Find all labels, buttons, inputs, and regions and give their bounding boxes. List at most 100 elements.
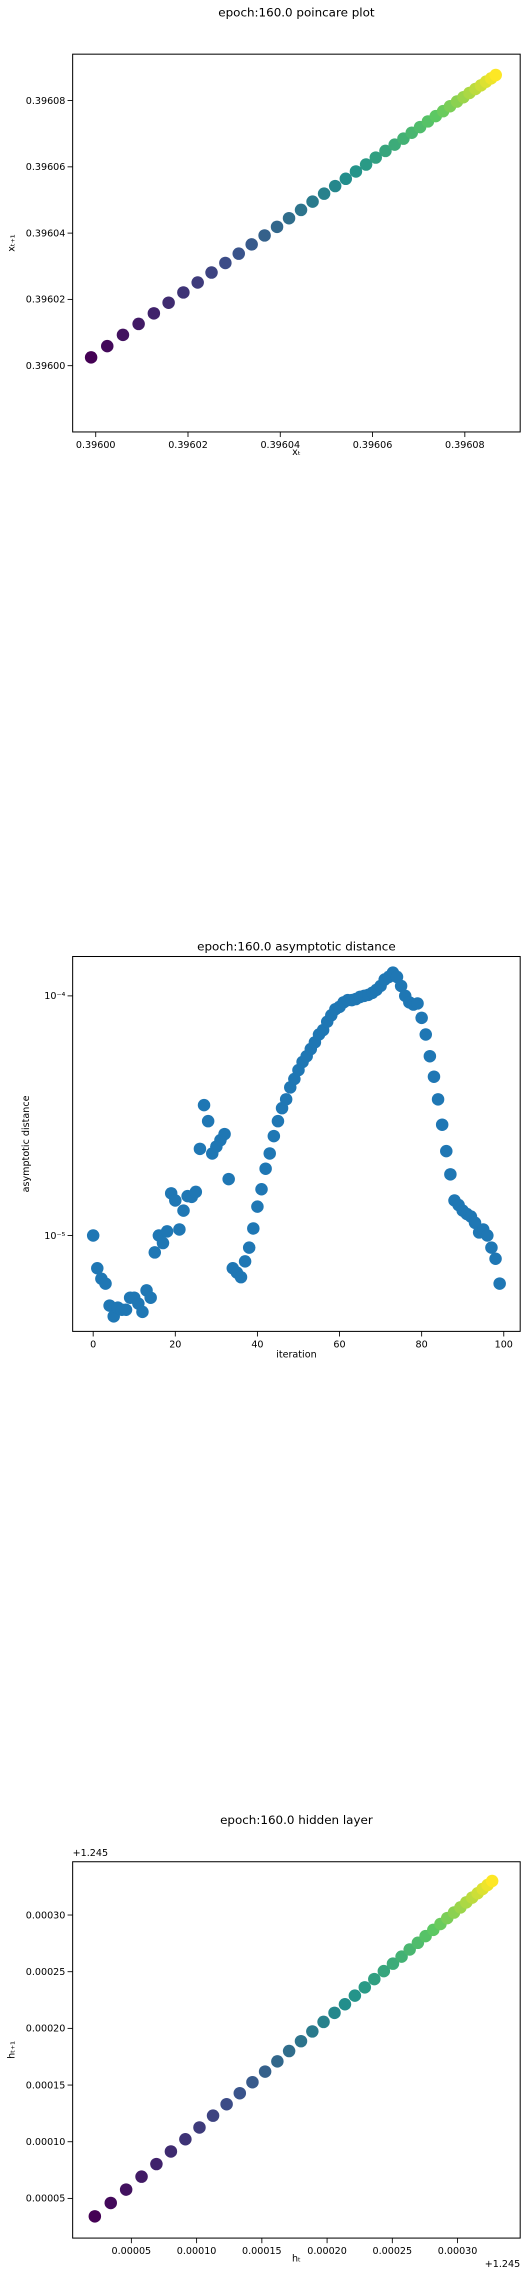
point (368, 1972, 381, 1986)
point (259, 1162, 272, 1175)
chart-title: epoch:160.0 hidden layer (220, 1813, 373, 1827)
point (251, 1200, 264, 1213)
point (119, 1303, 133, 1316)
point (119, 2183, 133, 2196)
y-tick-label: 10⁻⁵ (44, 1231, 65, 1242)
point (136, 1305, 149, 1319)
point (150, 2157, 163, 2171)
x-tick-label: 0.00015 (242, 2246, 282, 2257)
point (395, 1950, 408, 1963)
point (485, 1874, 499, 1888)
point (189, 1185, 203, 1199)
point (193, 1142, 207, 1156)
point (179, 2132, 192, 2146)
point (238, 1255, 252, 1268)
point (116, 328, 130, 342)
x-tick-label: 0.39604 (260, 440, 300, 451)
point (84, 351, 98, 364)
point (197, 1098, 211, 1112)
axes-background (72, 956, 521, 1332)
point (173, 1223, 186, 1236)
point (431, 1093, 445, 1106)
point (99, 1277, 112, 1290)
point (191, 276, 204, 289)
point (489, 68, 502, 82)
point (444, 1168, 457, 1181)
y-tick-label: 0.39600 (26, 361, 66, 372)
x-tick-label: 0.39600 (76, 440, 116, 451)
point (271, 2055, 284, 2068)
point (359, 158, 373, 171)
x-tick-label: 0.00010 (177, 2246, 217, 2257)
point (245, 238, 258, 251)
x-tick-label: 0.39602 (168, 440, 208, 451)
x-offset: +1.245 (485, 2259, 520, 2269)
x-tick-label: 100 (495, 1339, 513, 1350)
point (258, 2065, 272, 2078)
point (493, 1277, 506, 1290)
point (379, 144, 392, 158)
point (177, 1204, 190, 1217)
point (135, 2170, 148, 2183)
point (386, 1957, 400, 1970)
x-tick-label: 40 (251, 1339, 263, 1350)
point (282, 211, 296, 225)
x-tick-label: 60 (333, 1339, 345, 1350)
point (415, 1011, 428, 1025)
y-axis-label: xₜ₊₁ (7, 234, 18, 252)
x-tick-label: 20 (169, 1339, 181, 1350)
y-axis-label: hₜ₊₁ (7, 2041, 18, 2059)
chart-title: epoch:160.0 asymptotic distance (197, 940, 396, 954)
point (411, 997, 424, 1010)
point (440, 1144, 453, 1158)
point (358, 1981, 372, 1994)
x-tick-label: 0.39606 (353, 440, 393, 451)
x-tick-label: 80 (416, 1339, 428, 1350)
point (306, 195, 319, 208)
x-tick-label: 0 (90, 1339, 96, 1350)
point (201, 1114, 215, 1128)
y-tick-label: 10⁻⁴ (44, 991, 65, 1002)
point (246, 2075, 259, 2089)
point (147, 307, 161, 320)
y-tick-label: 0.00025 (26, 1967, 66, 1978)
point (177, 286, 190, 299)
point (258, 229, 271, 242)
y-axis-label: asymptotic distance (21, 1095, 32, 1192)
point (255, 1182, 268, 1196)
point (271, 1114, 285, 1128)
point (247, 1222, 260, 1235)
chart-title: epoch:160.0 poincare plot (218, 5, 375, 19)
point (160, 1225, 174, 1238)
point (435, 1118, 449, 1131)
point (233, 2086, 247, 2100)
point (338, 1997, 352, 2011)
point (348, 1989, 362, 2002)
point (294, 203, 308, 217)
point (156, 1236, 170, 1250)
x-axis-label: iteration (276, 1350, 316, 1361)
y-tick-label: 0.00010 (26, 2137, 66, 2148)
y-tick-label: 0.00020 (26, 2024, 66, 2035)
point (132, 317, 145, 331)
point (394, 979, 408, 993)
point (317, 2015, 330, 2029)
point (101, 339, 114, 353)
axes-background (72, 54, 521, 432)
point (388, 138, 401, 151)
y-tick-label: 0.00015 (26, 2080, 66, 2091)
point (162, 296, 175, 309)
y-tick-label: 0.39606 (26, 162, 66, 173)
point (427, 1070, 441, 1083)
point (263, 1147, 276, 1160)
point (206, 2109, 220, 2122)
point (377, 1964, 391, 1978)
point (282, 2044, 296, 2058)
y-offset: +1.245 (73, 1848, 108, 1859)
point (91, 1262, 104, 1275)
y-tick-label: 0.00030 (26, 1910, 66, 1921)
point (218, 1127, 231, 1141)
point (88, 2210, 102, 2223)
y-tick-label: 0.39604 (26, 228, 66, 239)
point (279, 1093, 293, 1106)
